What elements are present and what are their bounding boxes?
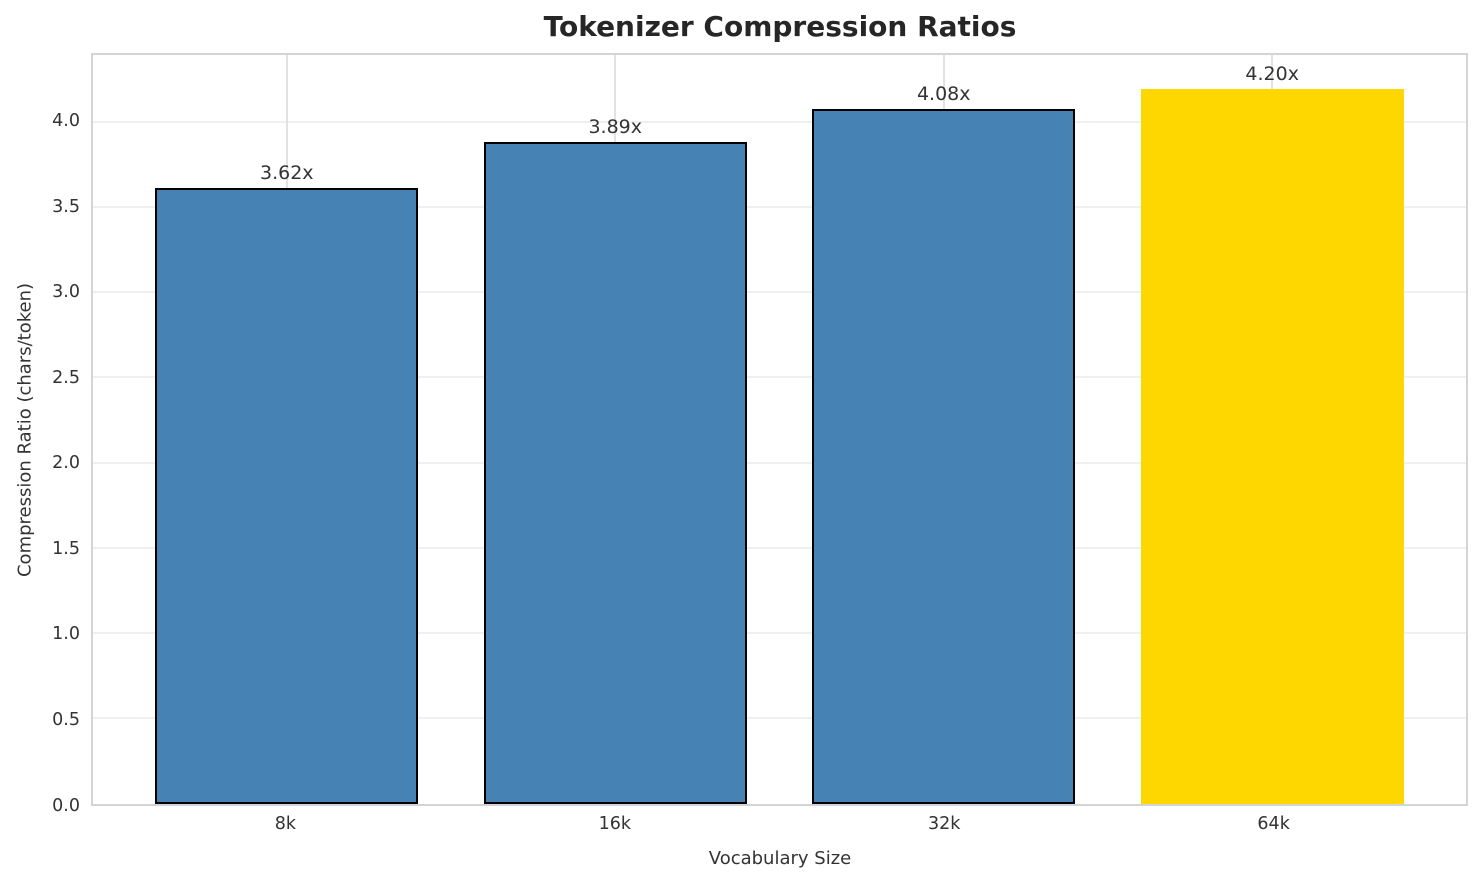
y-tick-label: 1.0 [52, 624, 80, 645]
y-tick-label: 3.0 [52, 281, 80, 302]
grid-line-horizontal [93, 121, 1466, 124]
bar-32k [812, 109, 1076, 804]
y-tick-label: 2.0 [52, 452, 80, 473]
y-tick-label: 0.0 [52, 795, 80, 816]
bar-16k [483, 141, 747, 804]
y-tick-label: 3.5 [52, 196, 80, 217]
y-tick-label: 1.5 [52, 538, 80, 559]
bar-value-label-32k: 4.08x [916, 83, 971, 106]
grid-line-horizontal [93, 291, 1466, 294]
y-axis-ticks: 0.0 0.5 1.0 1.5 2.0 2.5 3.0 3.5 4.0 [0, 53, 80, 814]
grid-line-horizontal [93, 716, 1466, 719]
x-tick-label-16k: 16k [598, 814, 631, 834]
bar-value-label-64k: 4.20x [1245, 63, 1299, 86]
plot-area: 3.62x 3.89x 4.08x 4.20x [91, 53, 1468, 806]
x-tick-label-8k: 8k [274, 814, 296, 834]
grid-line-horizontal [93, 546, 1466, 549]
bar-8k [155, 187, 419, 804]
y-tick-label: 4.0 [52, 110, 80, 131]
y-tick-label: 0.5 [52, 709, 80, 730]
bar-value-label-8k: 3.62x [260, 161, 314, 184]
bar-value-label-16k: 3.89x [588, 115, 643, 138]
grid-line-horizontal [93, 631, 1466, 634]
y-tick-label: 2.5 [52, 367, 80, 388]
grid-line-horizontal [93, 376, 1466, 379]
x-tick-label-32k: 32k [928, 814, 961, 834]
x-axis-label: Vocabulary Size [708, 848, 852, 869]
bar-64k [1140, 89, 1404, 804]
x-tick-label-64k: 64k [1257, 814, 1290, 834]
chart-title: Tokenizer Compression Ratios [543, 10, 1017, 43]
x-axis-ticks: 8k 16k 32k 64k [91, 814, 1468, 840]
grid-line-horizontal [93, 206, 1466, 209]
grid-line-horizontal [93, 461, 1466, 464]
